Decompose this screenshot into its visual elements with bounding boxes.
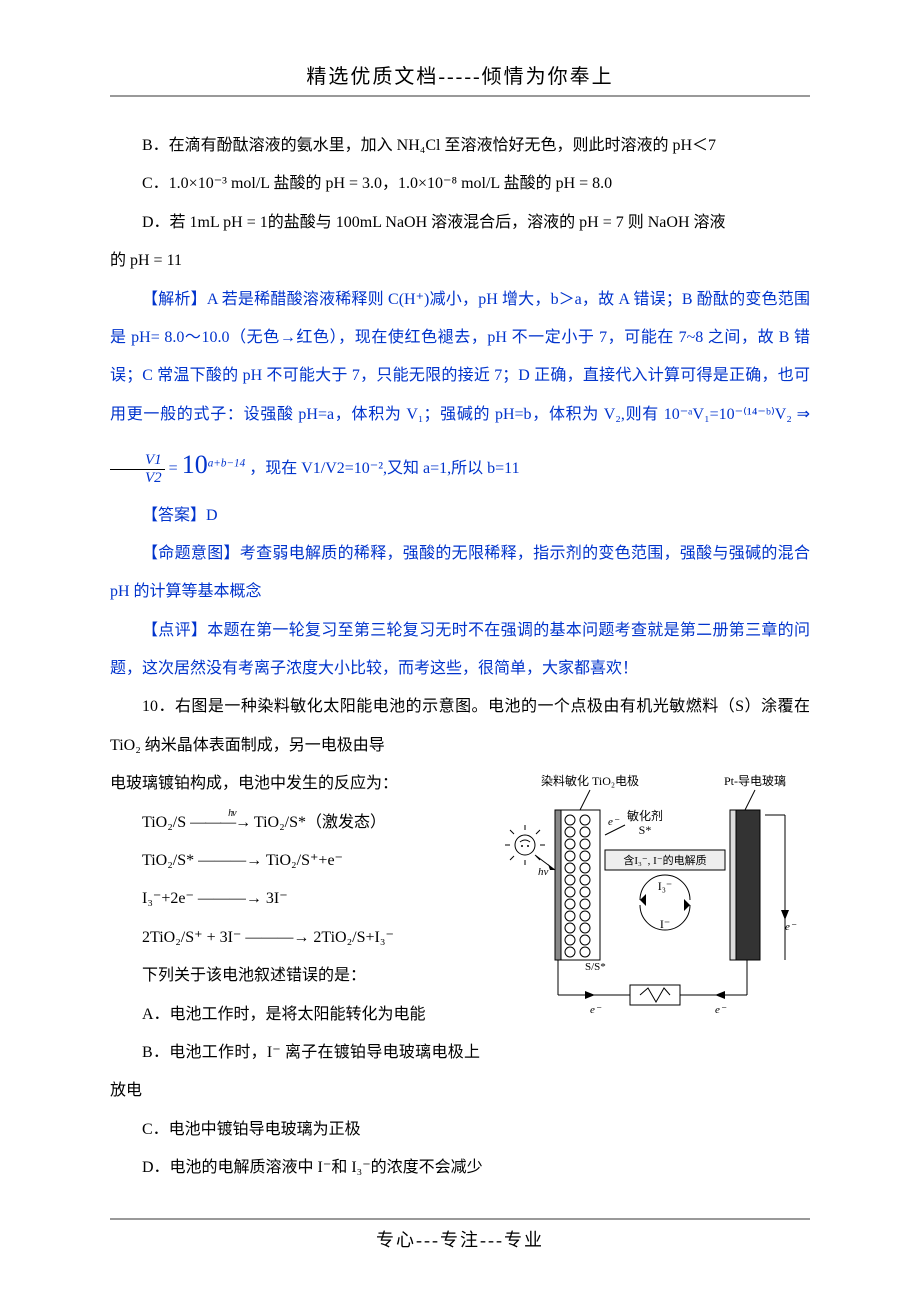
eq1-arrow: —hv——→ [190,814,250,831]
eq1-hv: hv [196,802,235,826]
comment: 【点评】本题在第一轮复习至第三轮复习无时不在强调的基本问题考查就是第二册第三章的… [110,612,810,689]
sstar-label: S* [639,823,652,837]
q10-intro-1: 10．右图是一种染料敏化太阳能电池的示意图。电池的一个点极由有机光敏燃料（S）涂… [110,688,810,765]
content: B．在滴有酚酞溶液的氨水里，加入 NH₄Cl 至溶液恰好无色，则此时溶液的 pH… [110,127,810,1188]
hv-label: hv [538,866,549,878]
analysis-text-2: ，现在 V1/V2=10⁻²,又知 a=1,所以 b=11 [249,460,519,477]
intent-label: 【命题意图】 [142,545,240,562]
page-header: 精选优质文档-----倾情为你奉上 [110,60,810,97]
i-label: I⁻ [660,917,670,931]
answer-value: D [206,507,218,524]
answer: 【答案】D [110,497,810,535]
q10-option-b: B．电池工作时，I⁻ 离子在镀铂导电玻璃电极上放电 [110,1034,810,1111]
e-minus-4: e⁻ [715,1004,727,1016]
analysis-label: 【解析】 [142,291,207,308]
label-left-electrode: 染料敏化 TiO₂电极 [541,773,639,788]
intent: 【命题意图】考查弱电解质的稀释，强酸的无限稀释，指示剂的变色范围，强酸与强碱的混… [110,535,810,612]
sensitizer-label: 敏化剂 [627,808,663,823]
label-right-electrode: Pt-导电玻璃 [724,774,786,788]
analysis: 【解析】A 若是稀醋酸溶液稀释则 C(H⁺)减小，pH 增大，b＞a，故 A 错… [110,281,810,497]
eq1-left: TiO₂/S [142,814,186,831]
option-d-line2: 的 pH = 11 [110,242,810,280]
sun-icon [505,825,545,865]
comment-label: 【点评】 [142,622,207,639]
diagram-svg: 染料敏化 TiO₂电极 Pt-导电玻璃 [490,770,810,1030]
fraction-v1v2: V1V2 [110,452,165,486]
e-minus-2: e⁻ [785,921,797,933]
eq1-right: TiO₂/S*（激发态） [254,814,386,831]
q10-option-c: C．电池中镀铂导电玻璃为正极 [110,1111,810,1149]
option-d-line1: D．若 1mL pH = 1的盐酸与 100mL NaOH 溶液混合后，溶液的 … [110,204,810,242]
e-minus-3: e⁻ [590,1004,602,1016]
analysis-text-1: A 若是稀醋酸溶液稀释则 C(H⁺)减小，pH 增大，b＞a，故 A 错误；B … [110,291,810,423]
i3-label: I₃⁻ [658,879,673,893]
option-c: C．1.0×10⁻³ mol/L 盐酸的 pH = 3.0，1.0×10⁻⁸ m… [110,165,810,203]
option-b: B．在滴有酚酞溶液的氨水里，加入 NH₄Cl 至溶液恰好无色，则此时溶液的 pH… [110,127,810,165]
comment-text: 本题在第一轮复习至第三轮复习无时不在强调的基本问题考查就是第二册第三章的问题，这… [110,622,810,677]
answer-label: 【答案】 [142,507,206,524]
electrolyte-label: 含I₃⁻, I⁻的电解质 [623,853,706,867]
ss-label: S/S* [585,961,606,973]
solar-cell-diagram: 染料敏化 TiO₂电极 Pt-导电玻璃 [490,770,810,1030]
q10-option-d: D．电池的电解质溶液中 I⁻和 I₃⁻的浓度不会减少 [110,1149,810,1187]
page-footer: 专心---专注---专业 [110,1218,810,1252]
e-minus-1: e⁻ [608,816,620,828]
